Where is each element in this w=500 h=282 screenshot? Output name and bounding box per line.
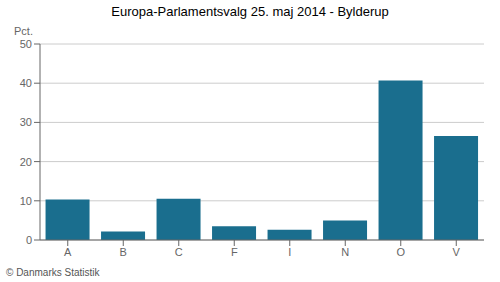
svg-text:30: 30 bbox=[20, 116, 32, 128]
html-text:Pct.: Pct. bbox=[14, 25, 33, 37]
svg-text:I: I bbox=[288, 246, 291, 258]
svg-text:20: 20 bbox=[20, 156, 32, 168]
svg-text:10: 10 bbox=[20, 195, 32, 207]
svg-text:N: N bbox=[341, 246, 349, 258]
svg-text:50: 50 bbox=[20, 38, 32, 50]
svg-text:A: A bbox=[64, 246, 72, 258]
svg-text:0: 0 bbox=[26, 234, 32, 246]
svg-text:O: O bbox=[396, 246, 405, 258]
html-text:© Danmarks Statistik: © Danmarks Statistik bbox=[6, 267, 100, 278]
svg-text:F: F bbox=[231, 246, 238, 258]
html-text:Europa-Parlamentsvalg 25. maj: Europa-Parlamentsvalg 25. maj 2014 - Byl… bbox=[111, 4, 389, 19]
svg-text:B: B bbox=[120, 246, 127, 258]
svg-text:40: 40 bbox=[20, 77, 32, 89]
svg-text:C: C bbox=[175, 246, 183, 258]
svg-text:V: V bbox=[453, 246, 461, 258]
